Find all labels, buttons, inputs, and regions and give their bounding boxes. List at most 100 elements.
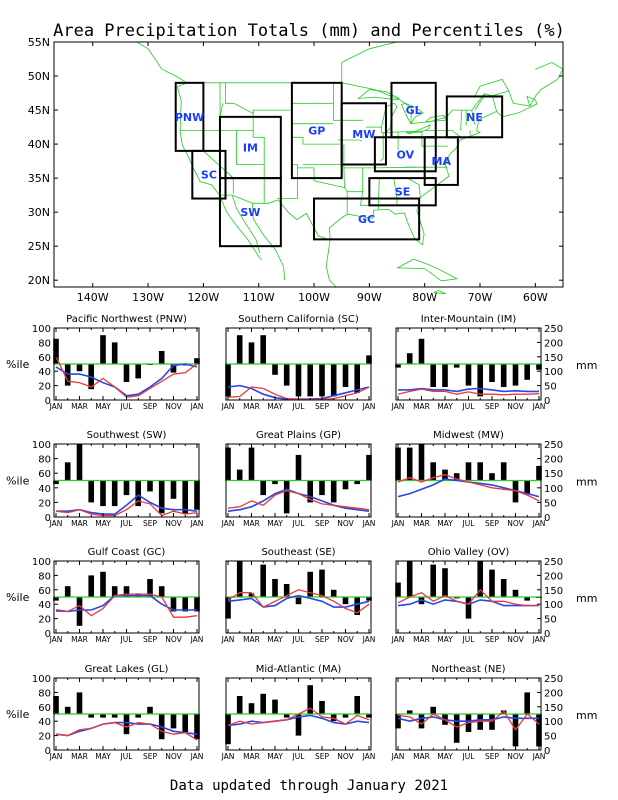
panel-title: Gulf Coast (GC): [88, 547, 166, 558]
percentile-bar: [123, 480, 130, 496]
percentile-bar: [295, 364, 302, 397]
state-boundary: [380, 132, 384, 162]
month-label: JUL: [462, 519, 476, 528]
percentile-bar: [307, 364, 313, 397]
month-label: SEP: [485, 519, 499, 528]
month-label: MAY: [437, 402, 453, 411]
map-panel: 55N 50N 45N 40N 35N 30N 25N 20N 140W 130W 120W 110W…: [28, 36, 564, 304]
lat-tick-label: 50N: [28, 70, 50, 83]
region-label-gp: GP: [308, 124, 325, 137]
normal-line: [227, 594, 370, 608]
month-label: NOV: [507, 402, 524, 411]
month-label: JUL: [120, 519, 134, 528]
percentile-bar: [100, 571, 106, 597]
state-boundary: [460, 110, 463, 131]
percentile-tick-label: 0: [45, 746, 51, 757]
normal-line: [55, 721, 198, 737]
percentile-bar: [477, 462, 483, 481]
month-label: JAN: [532, 752, 546, 761]
month-label: SEP: [315, 519, 329, 528]
percentile-bar: [236, 561, 243, 597]
percentile-bar: [135, 714, 141, 718]
percentile-bar: [64, 586, 71, 597]
percentile-bar: [330, 714, 337, 722]
percentile-bar: [88, 575, 94, 597]
month-label: NOV: [337, 635, 354, 644]
mm-tick-label: 50: [544, 732, 557, 743]
percentile-bar: [76, 364, 83, 372]
state-boundary: [383, 130, 422, 133]
month-label: JUL: [292, 635, 306, 644]
mm-tick-label: 250: [544, 440, 563, 451]
percentile-bar: [260, 564, 266, 597]
mm-tick-label: 150: [544, 353, 563, 364]
percentile-bar: [88, 480, 94, 503]
percentile-bar: [111, 480, 118, 507]
month-label: JAN: [190, 635, 204, 644]
percentile-axis-label: %ile: [6, 358, 30, 371]
month-label: MAY: [267, 519, 283, 528]
percentile-tick-label: 60: [38, 586, 51, 597]
month-label: JUL: [462, 635, 476, 644]
month-label: MAY: [95, 752, 111, 761]
percentile-bar: [182, 480, 188, 514]
month-label: NOV: [337, 519, 354, 528]
canada-line: [341, 41, 398, 83]
percentile-bar: [418, 338, 425, 364]
total-line: [397, 388, 540, 396]
percentile-bar: [342, 480, 349, 490]
mm-tick-label: 250: [544, 557, 563, 568]
month-label: SEP: [143, 752, 157, 761]
percentile-bar: [147, 480, 153, 492]
month-label: JAN: [391, 635, 405, 644]
percentile-bar: [225, 597, 231, 619]
region-box-mw: [340, 102, 387, 166]
state-boundary: [225, 82, 292, 115]
percentile-bar: [465, 462, 472, 481]
percentile-bar: [170, 597, 177, 612]
mm-tick-label: 200: [544, 688, 563, 699]
percentile-bar: [524, 597, 530, 601]
month-label: MAY: [267, 402, 283, 411]
panel-10: Great Lakes (GL)JAN MAR MAY JUL SEP NOV JAN020…: [6, 664, 203, 761]
mm-axis-label: mm: [576, 709, 597, 722]
month-label: MAY: [437, 635, 453, 644]
month-label: MAR: [413, 752, 430, 761]
percentile-tick-label: 100: [32, 557, 51, 568]
region-label-im: IM: [243, 141, 258, 154]
lake-ontario: [424, 115, 447, 123]
percentile-bar: [524, 692, 530, 714]
mm-tick-label: 150: [544, 586, 563, 597]
month-label: JAN: [532, 402, 546, 411]
panel-title: Pacific Northwest (PNW): [66, 314, 187, 325]
percentile-bar: [524, 364, 530, 380]
mm-tick-label: 50: [544, 615, 557, 626]
percentile-bar: [430, 564, 436, 597]
percentile-tick-label: 60: [38, 353, 51, 364]
percentile-bar: [489, 364, 495, 382]
month-label: MAY: [437, 519, 453, 528]
panel-title: Northeast (NE): [431, 664, 505, 675]
month-label: NOV: [165, 519, 182, 528]
mm-tick-label: 250: [544, 674, 563, 685]
mm-tick-label: 250: [544, 324, 563, 335]
region-label-pnw: PNW: [175, 111, 204, 124]
month-label: NOV: [337, 402, 354, 411]
region-box-se: [368, 177, 437, 207]
percentile-tick-label: 80: [38, 688, 51, 699]
percentile-bar: [194, 597, 200, 612]
percentile-tick-label: 0: [45, 396, 51, 407]
month-label: MAY: [267, 752, 283, 761]
percentile-bar: [158, 351, 165, 364]
month-label: NOV: [165, 402, 182, 411]
percentile-bar: [123, 364, 130, 382]
total-line: [227, 589, 370, 614]
month-label: JAN: [49, 635, 63, 644]
mm-tick-label: 150: [544, 469, 563, 480]
percentile-bar: [354, 480, 360, 485]
percentile-bar: [489, 569, 495, 597]
month-label: JUL: [462, 402, 476, 411]
percentile-bar: [330, 364, 337, 397]
percentile-bar: [395, 447, 401, 481]
percentile-bar: [64, 706, 71, 714]
